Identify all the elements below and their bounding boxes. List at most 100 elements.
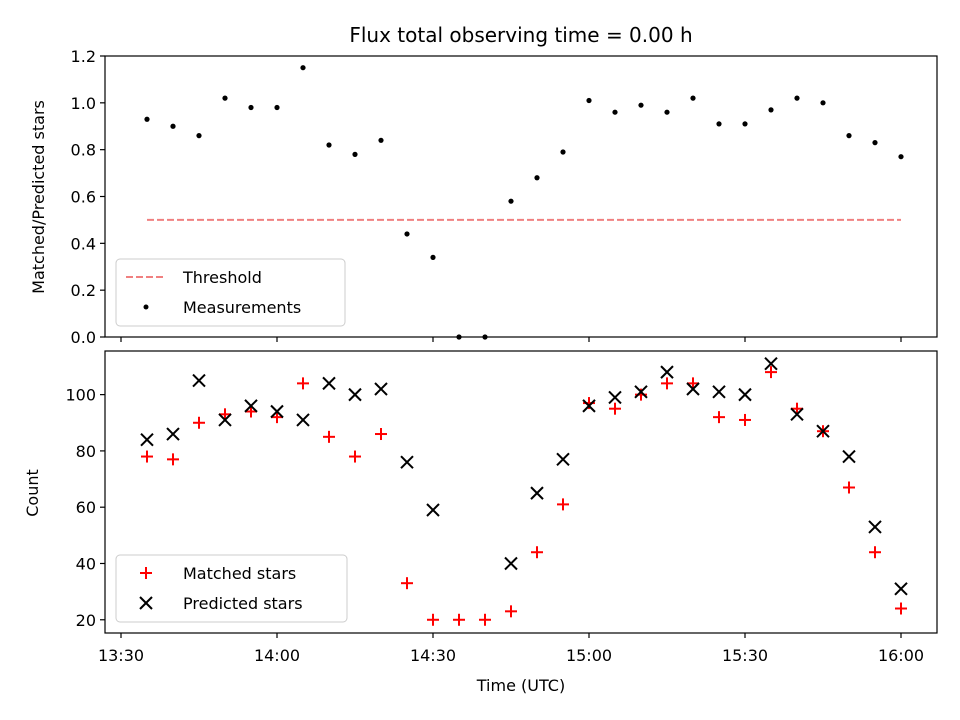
measurement-point	[898, 154, 904, 160]
bottom-panel: 20 40 60 80 100 13:30 14:00 14:30 15:00 15:30 16:…	[23, 350, 938, 695]
x-tick-label: 14:00	[254, 646, 300, 665]
measurement-point	[612, 109, 618, 115]
measurement-point	[170, 123, 176, 129]
matched-star-point	[375, 428, 387, 441]
matched-star-point	[349, 450, 361, 463]
y-tick-label: 0.0	[71, 328, 96, 347]
top-legend-box	[115, 258, 346, 327]
measurement-point	[586, 97, 592, 104]
predicted-star-point	[244, 399, 258, 413]
y-tick-label: 0.6	[71, 188, 96, 207]
measurement-point	[508, 198, 514, 204]
predicted-star-point	[400, 455, 414, 469]
measurement-point	[300, 65, 306, 71]
predicted-star-point	[634, 385, 648, 399]
predicted-star-point	[894, 582, 908, 596]
bottom-plot-frame	[104, 350, 938, 634]
measurement-point	[742, 121, 748, 127]
matched-star-point	[895, 602, 907, 615]
predicted-star-point	[426, 503, 440, 517]
y-tick-label: 20	[76, 611, 96, 630]
matched-star-point	[167, 453, 179, 466]
predicted-star-point	[348, 387, 362, 402]
predicted-star-point	[218, 413, 232, 427]
measurement-point	[794, 95, 800, 101]
y-tick-label: 1.2	[71, 47, 96, 66]
measurement-point	[664, 109, 670, 115]
legend-measurements-swatch	[143, 304, 149, 310]
legend-predicted-label: Predicted stars	[183, 594, 303, 613]
matched-star-point	[739, 413, 751, 426]
matched-star-point	[297, 377, 309, 390]
measurement-point	[222, 95, 228, 101]
legend-predicted-swatch	[139, 596, 153, 610]
matched-star-point	[323, 430, 335, 443]
legend-threshold-label: Threshold	[182, 268, 262, 287]
predicted-star-point	[764, 356, 778, 371]
y-tick-label: 0.8	[71, 141, 96, 160]
top-panel: Flux total observing time = 0.00 h 0.00.…	[29, 23, 938, 347]
matched-star-point	[713, 411, 725, 424]
predicted-star-point	[140, 432, 154, 447]
measurements-series	[144, 65, 904, 340]
measurement-point	[768, 107, 774, 113]
predicted-star-point	[686, 382, 700, 396]
predicted-star-point	[504, 556, 518, 571]
matched-star-point	[193, 416, 205, 429]
predicted-star-point	[322, 376, 336, 391]
predicted-star-point	[192, 373, 206, 388]
x-axis-label: Time (UTC)	[476, 676, 565, 695]
measurement-point	[196, 133, 202, 139]
predicted-star-point	[816, 424, 830, 438]
measurement-point	[716, 121, 722, 127]
measurement-point	[534, 175, 540, 181]
matched-star-point	[609, 402, 621, 415]
predicted-star-point	[842, 449, 856, 464]
top-y-axis-label: Matched/Predicted stars	[29, 100, 48, 294]
predicted-star-point	[660, 365, 674, 379]
predicted-star-point	[608, 390, 622, 405]
measurement-point	[430, 254, 436, 260]
bottom-y-axis-label: Count	[23, 469, 42, 517]
matched-star-point	[401, 577, 413, 590]
top-y-ticks: 0.0 0.2 0.4 0.6 0.8 1.0 1.2	[71, 47, 105, 347]
predicted-star-point	[556, 452, 570, 467]
matched-star-point	[245, 405, 257, 418]
measurement-point	[638, 102, 644, 108]
predicted-star-point	[738, 387, 752, 402]
predicted-star-point	[582, 399, 596, 413]
predicted-star-point	[530, 486, 544, 500]
bottom-x-ticks: 13:30 14:00 14:30 15:00 15:30 16:00	[98, 633, 924, 665]
matched-star-point	[843, 481, 855, 494]
predicted-star-point	[296, 413, 310, 427]
top-legend: Threshold Measurements	[115, 258, 346, 327]
x-tick-label: 16:00	[878, 646, 924, 665]
measurement-point	[378, 137, 384, 143]
matched-star-point	[505, 605, 517, 618]
y-tick-label: 100	[65, 386, 96, 405]
predicted-star-point	[270, 404, 284, 419]
predicted-star-point	[790, 407, 804, 422]
bottom-legend: Matched stars Predicted stars	[115, 554, 348, 623]
measurement-point	[872, 140, 878, 146]
y-tick-label: 0.2	[71, 281, 96, 300]
predicted-star-point	[374, 382, 388, 396]
y-tick-label: 1.0	[71, 94, 96, 113]
y-tick-label: 0.4	[71, 234, 96, 253]
y-tick-label: 80	[76, 442, 96, 461]
matched-star-point	[453, 613, 465, 626]
x-tick-label: 15:00	[566, 646, 612, 665]
legend-matched-label: Matched stars	[183, 564, 296, 583]
matched-star-point	[271, 411, 283, 424]
y-tick-label: 60	[76, 498, 96, 517]
measurement-point	[820, 100, 826, 106]
bottom-legend-box	[115, 554, 348, 623]
chart-title: Flux total observing time = 0.00 h	[349, 23, 692, 47]
predicted-star-point	[712, 385, 726, 399]
measurement-point	[690, 95, 696, 101]
measurement-point	[248, 104, 254, 111]
predicted-star-point	[868, 520, 882, 534]
matched-star-point	[791, 402, 803, 415]
measurement-point	[352, 151, 358, 157]
